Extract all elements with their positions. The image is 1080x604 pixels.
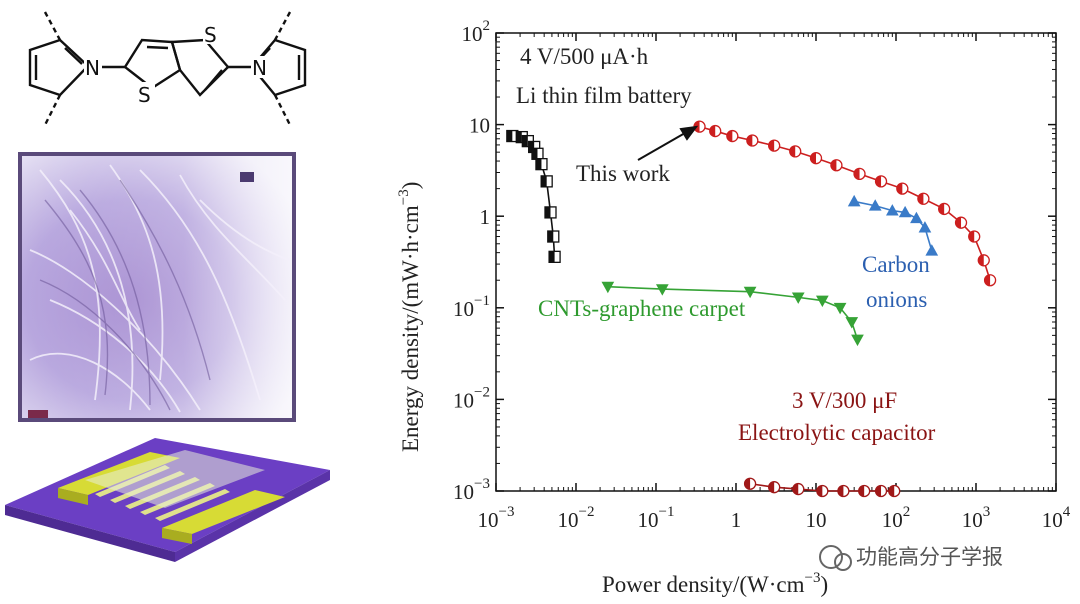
series-2 — [847, 194, 939, 256]
data-point-fill — [726, 130, 733, 142]
data-point-fill — [875, 175, 882, 187]
data-point-fill — [789, 145, 796, 157]
battery-label-line1: 4 V/500 μA·h — [520, 44, 649, 69]
x-tick-label: 102 — [882, 504, 911, 532]
x-axis-label: Power density/(W·cm−3) — [602, 570, 828, 597]
data-point-fill — [768, 140, 775, 152]
x-tick-labels: 10−3 10−2 10−1 1 10 102 103 104 — [478, 504, 1071, 532]
carbon-onions-label-line1: Carbon — [862, 252, 930, 277]
x-tick-label: 10 — [806, 508, 827, 532]
data-point-fill — [516, 131, 522, 143]
data-point-fill — [522, 135, 528, 147]
data-point-fill — [535, 158, 542, 170]
y-tick-label: 10−2 — [453, 384, 490, 412]
atom-s-top: S — [204, 23, 217, 47]
series-1 — [693, 120, 997, 287]
data-point-fill — [968, 231, 975, 243]
x-tick-label: 103 — [962, 504, 991, 532]
data-point-fill — [541, 175, 547, 187]
this-work-label: This work — [576, 161, 670, 186]
x-tick-label: 1 — [731, 508, 742, 532]
series-4 — [743, 477, 901, 498]
data-point-fill — [506, 130, 513, 142]
data-point — [925, 244, 939, 256]
x-tick-label: 10−1 — [638, 504, 675, 532]
atom-n-left: N — [85, 56, 100, 80]
data-point — [845, 317, 859, 329]
data-point — [833, 302, 847, 315]
data-point — [885, 204, 899, 216]
data-point — [815, 295, 829, 308]
data-point-fill — [984, 274, 991, 286]
battery-label-line2: Li thin film battery — [516, 83, 692, 108]
device-illustration — [5, 438, 330, 562]
data-point — [791, 292, 805, 304]
data-point-fill — [816, 485, 823, 497]
data-point-fill — [917, 193, 924, 205]
data-point-fill — [547, 231, 554, 243]
carbon-onions-label-line2: onions — [866, 287, 927, 312]
data-point-fill — [549, 251, 555, 263]
data-point — [601, 281, 615, 294]
y-tick-label: 10 — [469, 114, 490, 138]
series-0 — [506, 129, 561, 263]
this-work-arrow — [637, 125, 699, 161]
data-point-fill — [744, 478, 751, 490]
y-tick-label: 102 — [462, 18, 491, 46]
data-point — [847, 194, 861, 207]
y-tick-label: 1 — [480, 205, 491, 229]
data-point-fill — [854, 168, 860, 180]
axis-ticks — [495, 32, 1057, 492]
data-point-fill — [810, 152, 816, 164]
x-tick-label: 104 — [1042, 504, 1071, 532]
data-point — [898, 205, 912, 218]
left-figure-panel: N S S N — [5, 11, 330, 562]
data-point-fill — [938, 203, 945, 215]
data-point — [868, 199, 882, 211]
data-point-fill — [792, 483, 799, 495]
capacitor-label-line1: 3 V/300 μF — [792, 388, 897, 413]
y-tick-label: 10−1 — [453, 293, 490, 321]
x-tick-label: 10−2 — [558, 504, 595, 532]
data-point-fill — [955, 217, 962, 229]
data-point-fill — [544, 206, 551, 218]
micrograph-image — [18, 152, 296, 422]
data-point — [851, 334, 864, 347]
data-point — [910, 211, 923, 224]
data-point-fill — [746, 135, 753, 147]
y-tick-label: 10−3 — [453, 476, 490, 504]
data-point-fill — [888, 485, 895, 497]
y-axis-label: Energy density/(mW·h·cm−3) — [396, 182, 423, 452]
watermark-text: 功能高分子学报 — [856, 545, 1003, 569]
x-tick-label: 10−3 — [478, 504, 515, 532]
series-3 — [601, 281, 864, 347]
data-point-fill — [837, 485, 844, 497]
y-tick-labels: 10−3 10−2 10−1 1 10 102 — [453, 18, 490, 504]
watermark: 功能高分子学报 — [819, 545, 1003, 571]
data-point-fill — [768, 481, 775, 493]
data-point-fill — [858, 485, 865, 497]
data-point-fill — [896, 183, 903, 195]
data-point-fill — [709, 125, 716, 137]
ragone-chart: 10−3 10−2 10−1 1 10 102 103 104 10−310−210−1110… — [396, 18, 1071, 597]
series-layer — [506, 120, 997, 498]
data-point-fill — [531, 148, 538, 160]
data-point-fill — [978, 254, 984, 266]
capacitor-label-line2: Electrolytic capacitor — [738, 420, 936, 445]
data-point-fill — [875, 485, 882, 497]
data-point — [743, 286, 757, 299]
atom-s-bottom: S — [138, 83, 151, 107]
data-point-fill — [830, 159, 837, 171]
data-point-fill — [528, 141, 535, 153]
data-point — [918, 221, 932, 233]
atom-n-right: N — [252, 56, 267, 80]
molecule-atom-labels: N S S N — [84, 22, 269, 107]
cnt-label: CNTs-graphene carpet — [538, 296, 746, 321]
data-point — [655, 284, 669, 296]
